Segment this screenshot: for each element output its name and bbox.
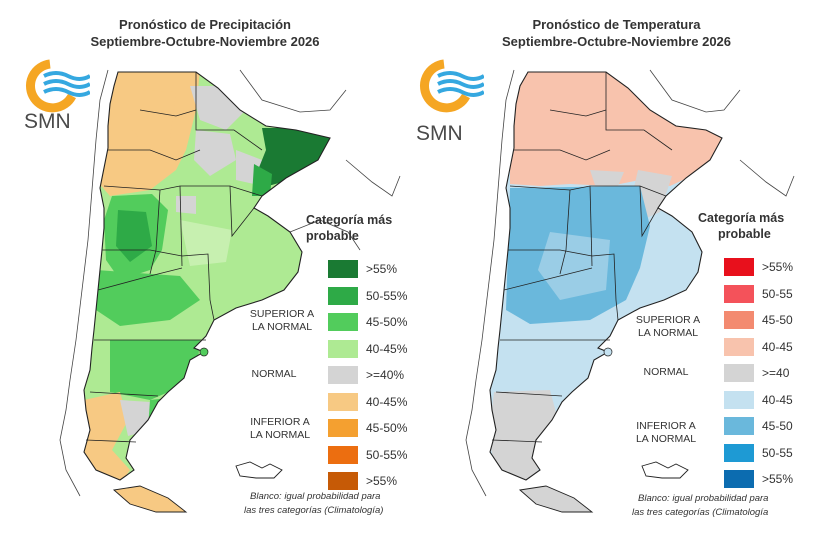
chile-coast (465, 69, 515, 497)
smn-logo-icon (420, 59, 484, 113)
argentina-outline (489, 71, 723, 481)
precip-legend-title-2: probable (306, 229, 359, 243)
temp-legend-swatch-4 (724, 364, 754, 382)
precip-group-superior: SUPERIOR A LA NORMAL (249, 308, 315, 333)
uruguay-border (289, 219, 361, 251)
temp-legend-swatch-6 (724, 417, 754, 435)
precip-legend-swatch-4 (328, 366, 358, 384)
precip-legend-label-4: >=40% (366, 368, 405, 382)
precip-legend-label-8: >55% (366, 474, 398, 488)
precip-legend-label-0: >55% (366, 262, 398, 276)
brazil-border (239, 69, 347, 113)
chile-coast (59, 69, 109, 497)
temp-legend-label-1: 50-55 (762, 286, 793, 301)
precip-region-south (84, 392, 130, 480)
malvinas (235, 461, 283, 479)
precip-legend-label-7: 50-55% (366, 447, 408, 462)
temp-legend-title-1: Categoría más (698, 211, 785, 225)
temp-legend-label-3: 40-45 (762, 339, 793, 354)
malvinas (641, 461, 689, 479)
temp-legend-label-6: 45-50 (762, 419, 793, 433)
temp-legend-label-0: >55% (762, 260, 794, 274)
brazil-coast (739, 159, 795, 197)
precip-legend-label-6: 45-50% (366, 421, 408, 435)
precip-legend-swatch-1 (328, 286, 358, 305)
precip-legend-label-1: 50-55% (366, 288, 408, 303)
brazil-coast (345, 159, 401, 197)
temp-title: Pronóstico de Temperatura (532, 17, 701, 32)
smn-logo-text: SMN (416, 122, 463, 145)
temp-legend-swatch-0 (724, 258, 754, 276)
precip-legend-title-1: Categoría más (306, 213, 393, 227)
temp-legend-swatch-5 (724, 390, 754, 409)
temp-legend-label-8: >55% (762, 472, 794, 486)
argentina-outline (83, 71, 331, 481)
temperature-panel: Pronóstico de Temperatura Septiembre-Oct… (410, 0, 823, 542)
temp-legend-swatch-7 (724, 443, 754, 462)
precip-title: Pronóstico de Precipitación (119, 17, 291, 32)
tierra-del-fuego (112, 485, 188, 513)
precip-legend-swatch-8 (328, 472, 358, 490)
precip-legend-label-5: 40-45% (366, 394, 408, 409)
temp-legend-swatch-8 (724, 470, 754, 488)
temp-subtitle: Septiembre-Octubre-Noviembre 2026 (501, 34, 732, 49)
precip-map (59, 69, 401, 513)
precip-footnote-1: Blanco: igual probabilidad para (250, 491, 381, 502)
smn-logo-text: SMN (24, 110, 71, 133)
precip-legend-swatch-5 (328, 392, 358, 411)
precip-legend-label-2: 45-50% (366, 315, 408, 329)
precip-group-inferior: INFERIOR A LA NORMAL (249, 416, 311, 441)
temp-legend-title-2: probable (718, 227, 771, 241)
temp-region-north (510, 72, 722, 186)
precip-legend-swatch-7 (328, 445, 358, 464)
temp-legend-label-7: 50-55 (762, 445, 793, 460)
precip-footnote-2: las tres categorías (Climatología) (244, 505, 384, 516)
temp-legend-swatch-3 (724, 337, 754, 356)
temp-legend-label-5: 40-45 (762, 392, 793, 407)
temp-group-superior: SUPERIOR A LA NORMAL (635, 314, 701, 339)
temp-legend-swatch-1 (724, 284, 754, 303)
precip-legend-swatch-2 (328, 313, 358, 331)
province-borders (491, 72, 673, 443)
precip-group-normal: NORMAL (251, 368, 297, 380)
temp-group-inferior: INFERIOR A LA NORMAL (635, 420, 697, 445)
temp-region-south (490, 390, 558, 480)
precip-region-misiones (258, 128, 330, 186)
temp-group-normal: NORMAL (643, 366, 689, 378)
temp-legend-swatch-2 (724, 311, 754, 329)
temp-footnote-1: Blanco: igual probabilidad para (638, 493, 769, 504)
temp-legend-label-2: 45-50 (762, 313, 793, 327)
temp-legend-label-4: >=40 (762, 366, 790, 380)
precip-legend-swatch-0 (328, 260, 358, 278)
precip-subtitle: Septiembre-Octubre-Noviembre 2026 (90, 34, 320, 49)
temp-map (465, 69, 795, 513)
tierra-del-fuego (518, 485, 594, 513)
precipitation-panel: Pronóstico de Precipitación Septiembre-O… (0, 0, 410, 542)
precip-legend-swatch-6 (328, 419, 358, 437)
province-borders (85, 72, 263, 443)
precip-legend-swatch-3 (328, 339, 358, 358)
brazil-border (649, 69, 741, 113)
precip-legend-label-3: 40-45% (366, 341, 408, 356)
temp-footnote-2: las tres categorías (Climatología (632, 507, 769, 518)
smn-logo-icon (26, 59, 90, 113)
